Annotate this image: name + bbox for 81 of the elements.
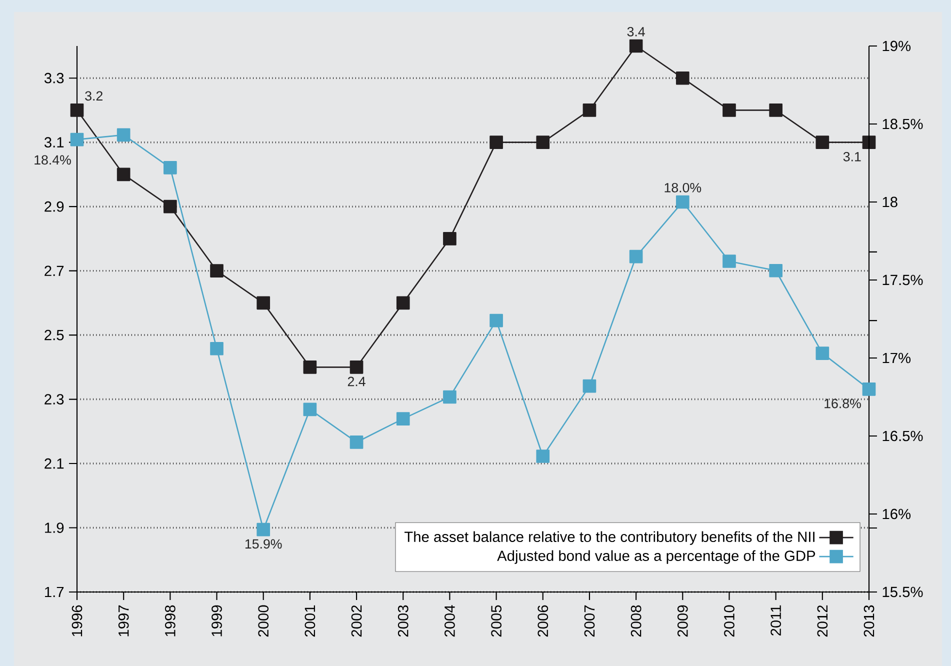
point [769, 104, 782, 117]
x-tick-label: 2008 [630, 605, 642, 637]
legend-label: Adjusted bond value as a percentage of the GDP [497, 550, 816, 564]
x-tick-label: 1999 [212, 605, 222, 636]
point [164, 200, 177, 214]
point [116, 168, 130, 182]
point [536, 136, 550, 150]
x-tick-label: 1997 [118, 605, 129, 636]
data-label: 15.9% [245, 539, 282, 549]
point [350, 360, 364, 374]
point [303, 360, 317, 374]
point [116, 128, 130, 142]
x-tick-label: 2005 [491, 605, 502, 637]
x-tick-label: 2004 [444, 605, 455, 637]
point [303, 402, 317, 416]
x-tick-label: 2011 [770, 605, 782, 636]
point [722, 104, 736, 117]
point [256, 296, 270, 310]
y-tick-label: 1.9 [45, 522, 64, 533]
y-tick-label: 1.7 [45, 586, 64, 598]
point [676, 71, 690, 85]
point [210, 342, 224, 356]
y-tick-label: 3.1 [44, 137, 64, 148]
x-tick-label: 2006 [538, 605, 548, 637]
point [862, 136, 876, 150]
y2-tick-label: 15.5% [882, 586, 923, 598]
data-label: 18.0% [664, 182, 702, 192]
point [396, 296, 410, 310]
x-tick-label: 2010 [724, 605, 734, 637]
point [676, 195, 690, 209]
data-label: 3.4 [627, 26, 645, 36]
x-tick-label: 1996 [72, 605, 82, 636]
x-tick-label: 2000 [258, 605, 269, 637]
point [396, 412, 410, 426]
point [816, 136, 830, 150]
point [862, 382, 876, 396]
data-label: 18.4% [34, 155, 71, 165]
data-label: 3.1 [843, 152, 861, 162]
point [256, 522, 270, 536]
x-tick-label: 1998 [165, 605, 176, 636]
x-tick-label: 2013 [864, 605, 874, 637]
y2-tick-label: 18.5% [882, 118, 923, 130]
y-tick-label: 2.1 [44, 458, 64, 469]
y2-tick-label: 18 [882, 196, 898, 208]
y2-tick-label: 16% [882, 508, 911, 520]
y-tick-label: 3.3 [44, 72, 64, 84]
point [582, 379, 596, 393]
point [769, 264, 782, 278]
point [490, 136, 503, 150]
x-tick-label: 2001 [304, 605, 316, 637]
data-label: 16.8% [824, 398, 861, 408]
point [443, 390, 456, 404]
point [629, 250, 643, 264]
y-tick-label: 2.9 [44, 201, 64, 212]
point [490, 314, 503, 328]
data-label: 3.2 [85, 91, 102, 101]
y2-tick-label: 19% [882, 40, 911, 52]
legend-label: The asset balance relative to the contributory benefits of the NII [404, 531, 814, 545]
y2-tick-label: 17.5% [882, 274, 923, 286]
point [582, 104, 596, 117]
point [350, 436, 364, 449]
point [722, 254, 736, 268]
point [210, 264, 224, 278]
y-tick-label: 2.7 [44, 266, 64, 276]
y-tick-label: 2.3 [44, 394, 64, 404]
x-tick-label: 2007 [584, 605, 595, 637]
point [816, 346, 830, 360]
y2-tick-label: 17% [882, 352, 911, 364]
point [629, 39, 643, 53]
x-tick-label: 2012 [817, 605, 828, 637]
y-tick-label: 2.5 [44, 330, 64, 340]
x-tick-label: 2009 [677, 605, 688, 637]
y2-tick-label: 16.5% [882, 430, 923, 442]
point [70, 104, 84, 117]
data-label: 2.4 [348, 376, 366, 386]
x-tick-label: 2003 [398, 605, 408, 637]
point [443, 232, 456, 246]
x-tick-label: 2002 [351, 605, 362, 637]
point [536, 450, 550, 463]
point [70, 132, 84, 146]
point [164, 161, 177, 174]
